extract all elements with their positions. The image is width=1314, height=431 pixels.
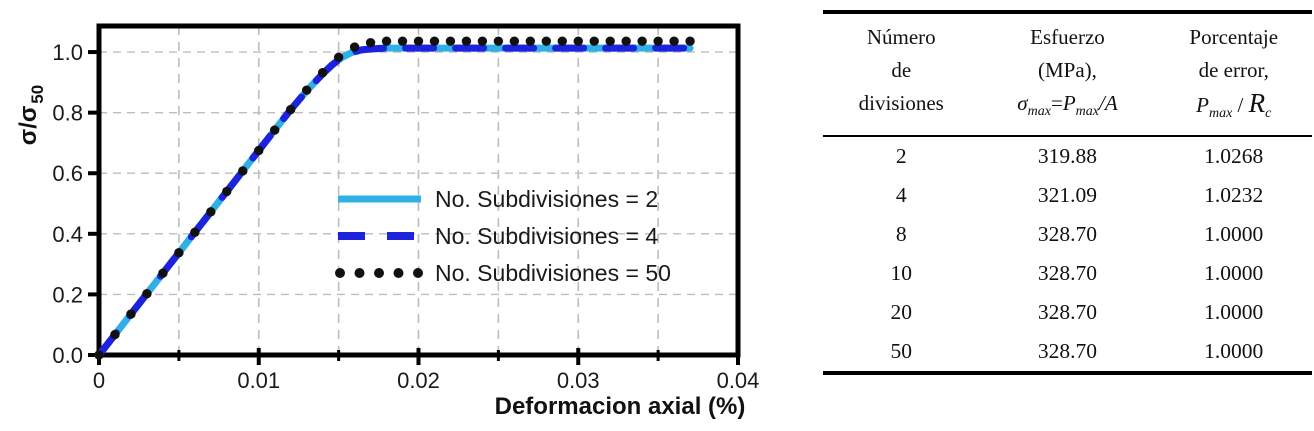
table-cell: 328.70 xyxy=(1037,339,1098,364)
table-cell: 1.0000 xyxy=(1204,339,1264,364)
table-body: 2 319.88 1.0268 4 321.09 1.0232 8 328.70… xyxy=(823,137,1312,371)
legend-label: No. Subdivisiones = 50 xyxy=(435,259,671,286)
table-cell: 8 xyxy=(895,222,907,247)
table-cell: 1.0268 xyxy=(1204,144,1264,169)
x-axis-title: Deformacion axial (%) xyxy=(495,393,746,420)
series-dot-subdivisiones-50 xyxy=(525,36,536,46)
table-cell: 10 xyxy=(890,261,912,286)
series-dot-subdivisiones-50 xyxy=(142,288,152,299)
series-dot-subdivisiones-50 xyxy=(174,248,184,258)
series-dot-subdivisiones-50 xyxy=(222,186,232,197)
stress-strain-chart: 0 0.01 0.02 0.03 0.04 0.0 0.2 0.4 0.6 0.8 1.0 σ/σ50… xyxy=(15,23,760,420)
x-tick-label: 0 xyxy=(93,368,105,393)
table-row: 10 328.70 1.0000 xyxy=(823,254,1312,293)
table-row: 4 321.09 1.0232 xyxy=(823,176,1312,215)
legend-label: No. Subdivisiones = 2 xyxy=(435,185,659,212)
series-dot-subdivisiones-50 xyxy=(254,145,264,156)
series-dot-subdivisiones-50 xyxy=(126,309,136,319)
legend: No. Subdivisiones = 2 No. Subdivisiones … xyxy=(333,186,671,286)
table-row: 50 328.70 1.0000 xyxy=(823,332,1312,371)
x-tick-label: 0.02 xyxy=(397,368,440,393)
series-dot-subdivisiones-50 xyxy=(413,36,424,46)
x-tick-label: 0.03 xyxy=(557,368,600,393)
series-dot-subdivisiones-50 xyxy=(589,36,599,46)
y-tick-label: 0.6 xyxy=(52,161,83,186)
series-dot-subdivisiones-50 xyxy=(301,85,312,95)
x-tick-label: 0.01 xyxy=(237,368,280,393)
series-dot-subdivisiones-50 xyxy=(270,125,280,135)
column-header-esfuerzo: Esfuerzo (MPa), σmax=Pmax/A xyxy=(979,21,1155,130)
table-header-row: Número de divisiones Esfuerzo (MPa), σma… xyxy=(823,14,1312,138)
series-dot-subdivisiones-50 xyxy=(190,227,200,238)
series-dot-subdivisiones-50 xyxy=(333,52,344,63)
column-header-error: Porcentaje de error, Pmax / Rc xyxy=(1156,21,1312,130)
table-cell: 1.0000 xyxy=(1204,261,1264,286)
legend-line-dotted-icon xyxy=(335,268,425,278)
x-tick-label: 0.04 xyxy=(717,368,760,393)
series-dot-subdivisiones-50 xyxy=(669,36,679,46)
table-cell: 328.70 xyxy=(1037,222,1098,247)
table-cell: 1.0000 xyxy=(1204,300,1264,325)
legend-label: No. Subdivisiones = 4 xyxy=(435,222,659,249)
series-dot-subdivisiones-50 xyxy=(653,36,663,46)
table-cell: 20 xyxy=(890,300,912,325)
legend-item-subdivisiones-4: No. Subdivisiones = 4 xyxy=(333,223,671,249)
y-tick-label: 0.0 xyxy=(52,343,83,368)
table-cell: 50 xyxy=(890,339,912,364)
y-tick-label: 0.2 xyxy=(52,282,83,307)
series-dot-subdivisiones-50 xyxy=(541,36,551,46)
series-dot-subdivisiones-50 xyxy=(605,36,615,46)
table-cell: 1.0000 xyxy=(1204,222,1264,247)
table-cell: 4 xyxy=(895,183,907,208)
table-cell: 1.0232 xyxy=(1204,183,1264,208)
series-dot-subdivisiones-50 xyxy=(573,36,583,46)
table-cell: 319.88 xyxy=(1037,144,1098,169)
legend-item-subdivisiones-50: No. Subdivisiones = 50 xyxy=(333,260,671,286)
series-dot-subdivisiones-50 xyxy=(365,37,376,48)
series-dot-subdivisiones-50 xyxy=(509,36,520,46)
table-row: 2 319.88 1.0268 xyxy=(823,137,1312,176)
y-axis-title: σ/σ50 xyxy=(15,85,47,145)
column-header-divisiones: Número de divisiones xyxy=(858,25,944,115)
series-dot-subdivisiones-50 xyxy=(349,42,360,52)
table-row: 8 328.70 1.0000 xyxy=(823,215,1312,254)
series-dot-subdivisiones-50 xyxy=(158,268,168,278)
series-dot-subdivisiones-50 xyxy=(286,104,296,115)
series-dot-subdivisiones-50 xyxy=(461,36,472,46)
y-tick-label: 0.4 xyxy=(52,222,83,247)
series-dot-subdivisiones-50 xyxy=(685,36,695,46)
series-dot-subdivisiones-50 xyxy=(317,67,328,78)
results-table: Número de divisiones Esfuerzo (MPa), σma… xyxy=(823,10,1312,376)
series-dot-subdivisiones-50 xyxy=(493,36,504,46)
series-dot-subdivisiones-50 xyxy=(206,207,216,217)
y-tick-label: 1.0 xyxy=(52,40,83,65)
series-dot-subdivisiones-50 xyxy=(477,36,488,46)
legend-item-subdivisiones-2: No. Subdivisiones = 2 xyxy=(333,186,671,212)
legend-line-dashed-icon xyxy=(338,232,418,240)
table-cell: 328.70 xyxy=(1037,261,1098,286)
table-row: 20 328.70 1.0000 xyxy=(823,293,1312,332)
series-dot-subdivisiones-50 xyxy=(238,166,248,176)
table-cell: 328.70 xyxy=(1037,300,1098,325)
series-dot-subdivisiones-50 xyxy=(110,329,120,340)
series-dot-subdivisiones-50 xyxy=(621,36,631,46)
series-dot-subdivisiones-50 xyxy=(637,36,647,46)
legend-line-solid-icon xyxy=(338,195,421,203)
series-dot-subdivisiones-50 xyxy=(94,350,104,360)
series-dot-subdivisiones-50 xyxy=(429,36,440,46)
series-dot-subdivisiones-50 xyxy=(557,36,567,46)
table-cell: 2 xyxy=(895,144,907,169)
series-dot-subdivisiones-50 xyxy=(445,36,456,46)
formula-pmax-rc: Pmax / Rc xyxy=(1196,88,1272,122)
series-dot-subdivisiones-50 xyxy=(397,36,408,46)
series-dot-subdivisiones-50 xyxy=(381,36,392,46)
plot-area: 0 0.01 0.02 0.03 0.04 0.0 0.2 0.4 0.6 0.8 1.0σ/σ50… xyxy=(15,23,760,420)
table-cell: 321.09 xyxy=(1037,183,1098,208)
formula-sigma-max: σmax=Pmax/A xyxy=(1017,91,1118,120)
y-tick-label: 0.8 xyxy=(52,101,83,126)
